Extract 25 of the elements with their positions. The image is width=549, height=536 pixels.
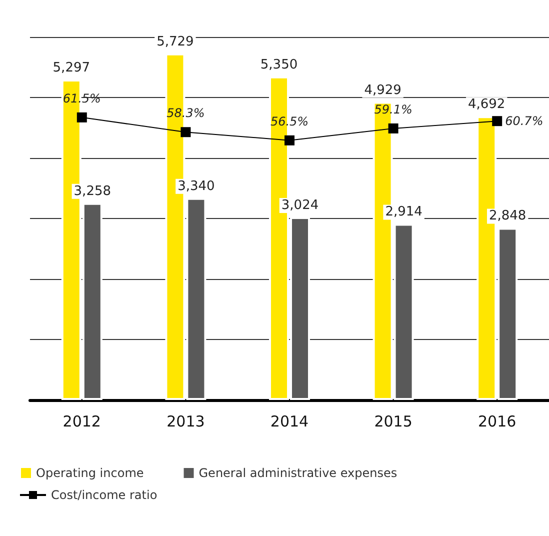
data-label: 3,258 bbox=[74, 184, 112, 199]
data-label: 4,692 bbox=[468, 97, 506, 112]
x-tick-label: 2013 bbox=[166, 412, 205, 430]
x-tick-label: 2014 bbox=[270, 412, 309, 430]
data-label: 3,024 bbox=[281, 198, 319, 214]
x-tick-label: 2012 bbox=[62, 412, 101, 430]
data-label: 5,297 bbox=[52, 60, 90, 76]
data-label: 61.5% bbox=[62, 91, 101, 106]
data-label: 60.7% bbox=[505, 114, 544, 128]
point bbox=[492, 116, 502, 126]
point bbox=[76, 112, 87, 122]
data-label: 3,340 bbox=[178, 178, 215, 194]
data-label: 5,350 bbox=[260, 57, 298, 72]
data-label: 2,914 bbox=[385, 204, 422, 220]
data-label: 4,929 bbox=[364, 82, 402, 98]
data-label: 5,729 bbox=[156, 34, 194, 50]
point bbox=[388, 123, 398, 134]
x-tick-label: 2016 bbox=[478, 412, 516, 430]
legend-label: Cost/income ratio bbox=[51, 488, 158, 502]
point bbox=[284, 135, 294, 146]
point bbox=[180, 127, 191, 138]
x-tick-label: 2015 bbox=[374, 412, 412, 430]
data-label: 2,848 bbox=[488, 208, 526, 224]
legend-label: General administrative expenses bbox=[198, 466, 398, 480]
legend-label: Operating income bbox=[36, 466, 144, 480]
